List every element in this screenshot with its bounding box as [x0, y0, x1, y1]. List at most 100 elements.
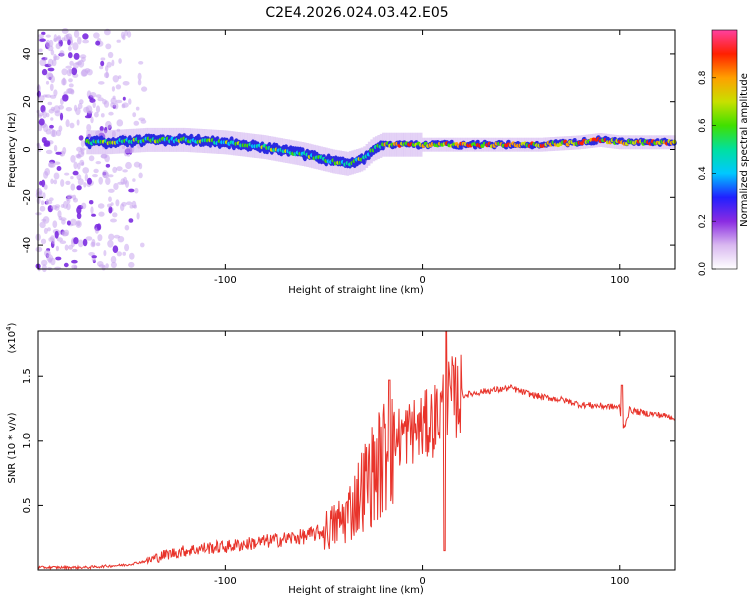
spectrogram-noise-blob	[115, 199, 120, 207]
spectrogram-noise-blob	[53, 179, 58, 185]
spectrogram-noise-blob	[121, 104, 126, 109]
spectrogram-noise-blob	[59, 240, 67, 244]
spectrogram-noise-blob	[122, 169, 128, 173]
spectrogram-noise-blob	[61, 28, 69, 34]
spectrogram-y-ticks: -40 -20 0 20 40	[22, 48, 675, 253]
spectrogram-noise-blob	[76, 146, 83, 152]
spectrogram-noise-blob	[100, 113, 105, 118]
spectrogram-noise-blob	[122, 96, 126, 101]
spectrogram-noise-blob	[54, 110, 61, 117]
colorbar-tick-label: 0.2	[698, 214, 708, 228]
spectrogram-noise-blob	[80, 140, 85, 148]
spectrogram-noise-blob	[43, 184, 48, 190]
spectrogram-noise-blob	[68, 78, 73, 83]
spectrogram-noise-blob	[106, 61, 112, 68]
spectrogram-noise-blob	[116, 39, 121, 43]
spectrogram-noise-blob	[43, 227, 48, 234]
spectrogram-noise-blob	[77, 178, 84, 186]
spectrogram-noise-blob	[69, 122, 75, 129]
spectrogram-noise-blob	[112, 212, 118, 218]
spectrogram-noise-blob	[116, 166, 123, 172]
spectrogram-noise-blob	[62, 94, 69, 102]
spectrogram-noise-blob	[91, 213, 97, 217]
spectrogram-noise-blob	[40, 200, 45, 205]
snr-x-tick-label: 0	[419, 576, 425, 587]
spectrogram-noise-blob	[41, 264, 47, 273]
spectrogram-noise-blob	[117, 236, 125, 243]
spectrogram-noise-blob	[95, 94, 102, 98]
snr-frame	[37, 330, 676, 571]
spectrogram-noise-blob	[125, 161, 132, 170]
spectrogram-noise-blob	[37, 112, 44, 117]
spectrogram-noise-blob	[121, 201, 127, 207]
spectrogram-noise-blob	[99, 126, 104, 132]
spectrogram-noise-blob	[51, 129, 56, 137]
spectrogram-noise-blob	[56, 166, 62, 171]
spectrogram-noise-blob	[66, 220, 71, 226]
spectrogram-noise-blob	[44, 56, 48, 61]
spectrogram-noise-blob	[99, 65, 104, 70]
spectrogram-noise-blob	[138, 172, 143, 179]
spectrogram-noise-blob	[53, 38, 58, 42]
spectrogram-noise-blob	[64, 172, 70, 176]
spectrogram-noise-blob	[91, 238, 96, 247]
spectrogram-noise-blob	[138, 61, 144, 65]
spectrogram-noise-blob	[73, 237, 79, 245]
spectrogram-noise-blob	[46, 72, 54, 80]
spectrogram-noise-blob	[97, 234, 103, 242]
spectrogram-noise-blob	[112, 95, 116, 100]
spectrogram-noise-blob	[124, 224, 130, 231]
spectrogram-noise-blob	[111, 59, 115, 67]
spectrogram-noise-blob	[45, 198, 50, 205]
spectrogram-noise-blob	[95, 242, 101, 247]
spectrogram-noise-blob	[105, 43, 112, 50]
spectrogram-noise-blob	[49, 94, 57, 99]
spectrogram-noise-blob	[47, 227, 51, 232]
spectrogram-noise-blob	[123, 176, 128, 185]
spectrogram-noise-blob	[128, 218, 134, 223]
spectrogram-noise-blob	[124, 30, 128, 36]
colorbar-label: Normalized spectral amplitude	[739, 73, 750, 227]
spectrogram-noise-blob	[107, 51, 114, 59]
spectrogram-noise-blob	[126, 201, 133, 206]
spectrogram-noise-blob	[69, 60, 74, 66]
spectrogram-noise-blob	[41, 259, 48, 266]
spectrogram-noise-blob	[45, 112, 50, 118]
spectrogram-noise-blob	[83, 182, 87, 188]
spectrogram-noise-blob	[66, 196, 71, 204]
spectrogram-noise-blob	[95, 105, 101, 113]
spectrogram-noise-blob	[133, 120, 140, 126]
spectrogram-noise-blob	[113, 183, 119, 190]
spectrogram-noise-blob	[112, 75, 120, 83]
spectrogram-noise-blob	[68, 83, 74, 88]
spectrogram-noise-blob	[95, 161, 102, 165]
spectrogram-noise-blob	[77, 162, 81, 170]
spectrogram-noise-blob	[133, 204, 137, 209]
colorbar-tick-label: 0.8	[698, 70, 708, 85]
spectrogram-noise-blob	[39, 38, 46, 42]
spectrogram-noise-blob	[48, 161, 54, 168]
colorbar-tick-label: 0.4	[698, 166, 708, 181]
spectrogram-noise-blob	[82, 39, 89, 44]
spectrogram-noise-blob	[102, 170, 109, 179]
spectrogram-noise-blob	[82, 167, 90, 174]
spectrogram-noise-blob	[73, 30, 80, 38]
spectrogram-noise-blob	[38, 145, 42, 153]
spectrogram-noise-blob	[86, 69, 93, 76]
spectrogram-noise-blob	[86, 124, 92, 132]
spectrogram-noise-blob	[71, 264, 78, 270]
snr-panel: -100 0 100 0.5 1.0 1.5 Height of straight li…	[5, 322, 676, 596]
spectrogram-noise-blob	[73, 104, 78, 112]
spectrogram-noise-blob	[85, 105, 93, 113]
spectrogram-noise-blob	[65, 65, 72, 69]
spectrogram-noise-blob	[97, 97, 104, 102]
spectrogram-noise-blob	[59, 112, 64, 121]
spectrogram-x-label: Height of straight line (km)	[288, 285, 424, 296]
colorbar-tick-label: 0.6	[698, 118, 708, 133]
snr-y-ticks: 0.5 1.0 1.5	[22, 368, 675, 513]
snr-x-tick-label: -100	[214, 576, 237, 587]
spectrogram-noise-blob	[63, 200, 68, 209]
spectrogram-noise-blob	[45, 34, 51, 38]
spectrogram-noise-blob	[100, 153, 108, 159]
